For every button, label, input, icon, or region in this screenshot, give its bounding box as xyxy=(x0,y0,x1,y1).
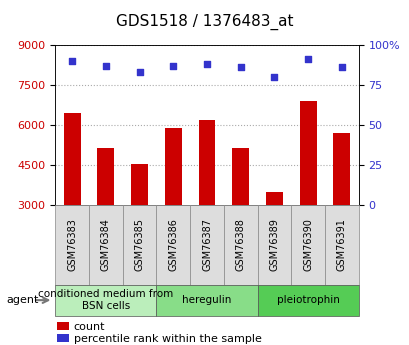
Text: count: count xyxy=(74,322,105,332)
Bar xyxy=(64,113,81,205)
Bar xyxy=(55,205,89,285)
Text: GSM76387: GSM76387 xyxy=(202,218,211,272)
Point xyxy=(237,65,243,70)
Point xyxy=(270,74,277,80)
Text: GSM76391: GSM76391 xyxy=(336,218,346,272)
Text: GSM76390: GSM76390 xyxy=(302,218,312,272)
Text: percentile rank within the sample: percentile rank within the sample xyxy=(74,334,261,344)
Bar xyxy=(265,192,282,205)
Text: GSM76384: GSM76384 xyxy=(101,218,111,272)
Bar xyxy=(257,205,291,285)
Bar xyxy=(291,205,324,285)
Text: GSM76383: GSM76383 xyxy=(67,218,77,272)
Text: GSM76386: GSM76386 xyxy=(168,218,178,272)
Bar xyxy=(190,205,223,285)
Point xyxy=(304,57,311,62)
Bar xyxy=(156,285,257,316)
Bar xyxy=(232,148,249,205)
Point xyxy=(203,61,210,67)
Text: GSM76385: GSM76385 xyxy=(134,218,144,272)
Point xyxy=(338,65,344,70)
Bar xyxy=(131,164,148,205)
Bar xyxy=(164,128,181,205)
Text: agent: agent xyxy=(6,295,38,305)
Point xyxy=(69,58,75,64)
Bar xyxy=(97,148,114,205)
Text: GSM76388: GSM76388 xyxy=(235,218,245,272)
Point xyxy=(136,69,143,75)
Bar xyxy=(122,205,156,285)
Point xyxy=(102,63,109,68)
Text: conditioned medium from
BSN cells: conditioned medium from BSN cells xyxy=(38,289,173,311)
Text: GDS1518 / 1376483_at: GDS1518 / 1376483_at xyxy=(116,14,293,30)
Bar xyxy=(55,285,156,316)
Text: GSM76389: GSM76389 xyxy=(269,218,279,272)
Bar xyxy=(299,101,316,205)
Bar xyxy=(198,120,215,205)
Text: pleiotrophin: pleiotrophin xyxy=(276,295,339,305)
Bar xyxy=(89,205,122,285)
Bar xyxy=(324,205,358,285)
Text: heregulin: heregulin xyxy=(182,295,231,305)
Bar xyxy=(333,133,349,205)
Bar xyxy=(156,205,190,285)
Point xyxy=(170,63,176,68)
Bar xyxy=(223,205,257,285)
Bar xyxy=(257,285,358,316)
